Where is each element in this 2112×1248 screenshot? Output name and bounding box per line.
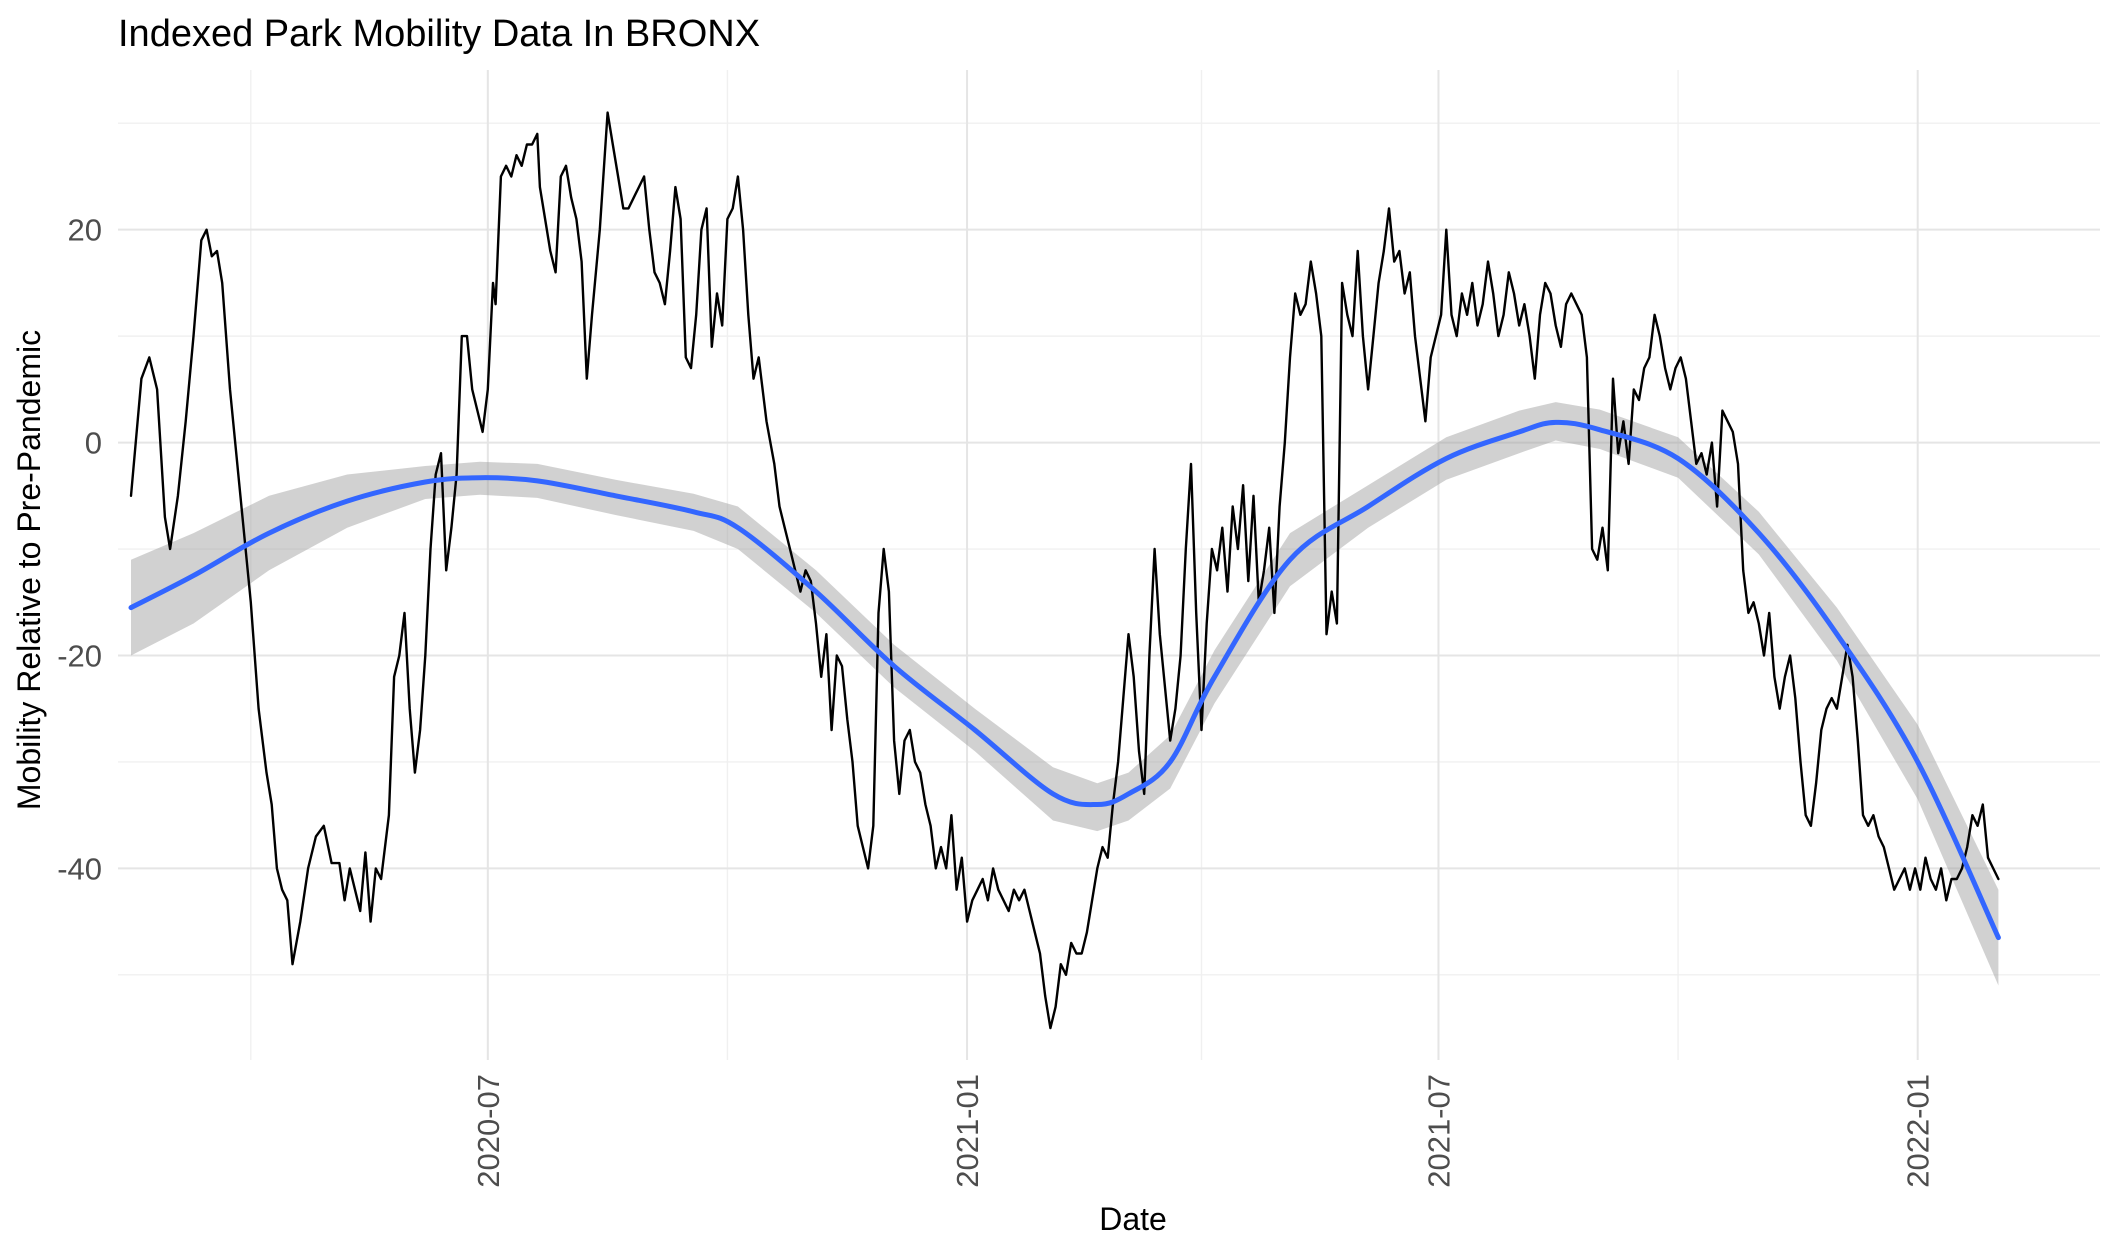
x-tick-labels: 2020-07 2021-01 2021-07 2022-01 <box>471 1074 1936 1188</box>
series-layer <box>128 111 2001 1030</box>
chart-title: Indexed Park Mobility Data In BRONX <box>118 13 760 55</box>
y-tick-label: 0 <box>85 426 102 461</box>
x-tick-label: 2020-07 <box>471 1074 506 1188</box>
y-tick-label: 20 <box>68 213 102 248</box>
x-tick-label: 2021-07 <box>1421 1074 1456 1188</box>
y-tick-label: -20 <box>57 638 102 673</box>
mobility-series-line <box>129 111 2000 1030</box>
smoothed-trend-line <box>128 419 2001 941</box>
y-tick-labels: -40 -20 0 20 <box>57 213 102 887</box>
x-axis-title: Date <box>1099 1201 1167 1237</box>
y-axis-title: Mobility Relative to Pre-Pandemic <box>11 330 47 810</box>
grid <box>118 70 2100 1060</box>
y-tick-label: -40 <box>57 851 102 886</box>
x-tick-label: 2021-01 <box>950 1074 985 1188</box>
x-tick-label: 2022-01 <box>1901 1074 1936 1188</box>
